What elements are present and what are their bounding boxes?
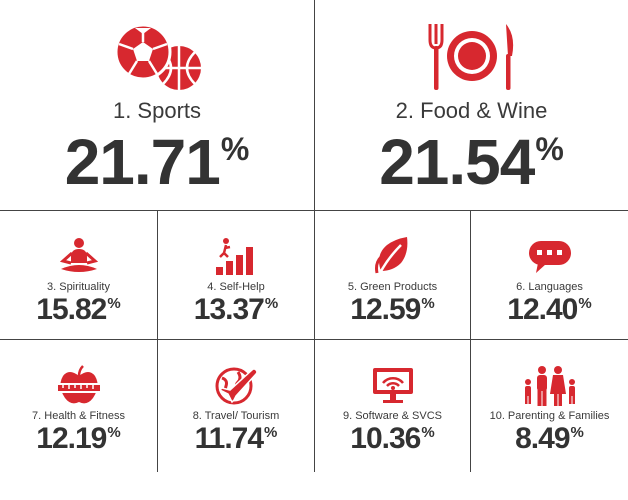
category-percentage: 13.37%: [193, 293, 279, 326]
speech-bubble-icon: [526, 235, 574, 277]
category-percentage: 11.74%: [194, 422, 278, 455]
category-label: 3. Spirituality: [47, 281, 110, 293]
category-label: 9. Software & SVCS: [342, 410, 443, 422]
family-icon: [520, 364, 580, 406]
category-percentage: 12.59%: [350, 293, 435, 326]
category-label: 8. Travel/ Tourism: [192, 410, 280, 422]
apple-measuring-tape-icon: [55, 364, 103, 406]
category-percentage: 12.19%: [36, 422, 121, 455]
leaf-icon: [373, 235, 413, 277]
category-card-health-fitness: 7. Health & Fitness 12.19%: [0, 340, 157, 472]
category-card-languages: 6. Languages 12.40%: [471, 211, 628, 339]
category-percentage: 15.82%: [36, 293, 121, 326]
category-label: 6. Languages: [516, 281, 583, 293]
category-label: 10. Parenting & Families: [489, 410, 610, 422]
sports-balls-icon: [107, 22, 207, 92]
monitor-wifi-icon: [369, 364, 417, 406]
category-label: 5. Green Products: [347, 281, 438, 293]
category-percentage: 21.54%: [379, 126, 564, 198]
divider-vertical-col1: [157, 210, 158, 472]
category-card-green-products: 5. Green Products 12.59%: [315, 211, 470, 339]
divider-vertical-col2: [314, 210, 315, 472]
category-card-spirituality: 3. Spirituality 15.82%: [0, 211, 157, 339]
category-card-food-wine: 2. Food & Wine 21.54%: [315, 0, 628, 210]
plate-cutlery-icon: [422, 22, 522, 92]
category-label: 7. Health & Fitness: [32, 410, 125, 422]
category-card-travel-tourism: 8. Travel/ Tourism 11.74%: [158, 340, 314, 472]
divider-vertical-top: [314, 0, 315, 210]
category-card-parenting-families: 10. Parenting & Families 8.49%: [471, 340, 628, 472]
category-card-sports: 1. Sports 21.71%: [0, 0, 314, 210]
globe-airplane-icon: [212, 364, 260, 406]
climbing-steps-icon: [212, 235, 260, 277]
category-card-self-help: 4. Self-Help 13.37%: [158, 211, 314, 339]
category-label: 1. Sports: [112, 98, 202, 123]
category-percentage: 8.49%: [515, 422, 584, 455]
category-label: 4. Self-Help: [207, 281, 265, 293]
category-percentage: 10.36%: [350, 422, 435, 455]
category-percentage: 21.71%: [64, 126, 250, 198]
divider-vertical-col3: [470, 210, 471, 472]
category-card-software-svcs: 9. Software & SVCS 10.36%: [315, 340, 470, 472]
category-label: 2. Food & Wine: [395, 98, 548, 123]
category-percentage: 12.40%: [507, 293, 592, 326]
meditation-icon: [57, 235, 101, 277]
